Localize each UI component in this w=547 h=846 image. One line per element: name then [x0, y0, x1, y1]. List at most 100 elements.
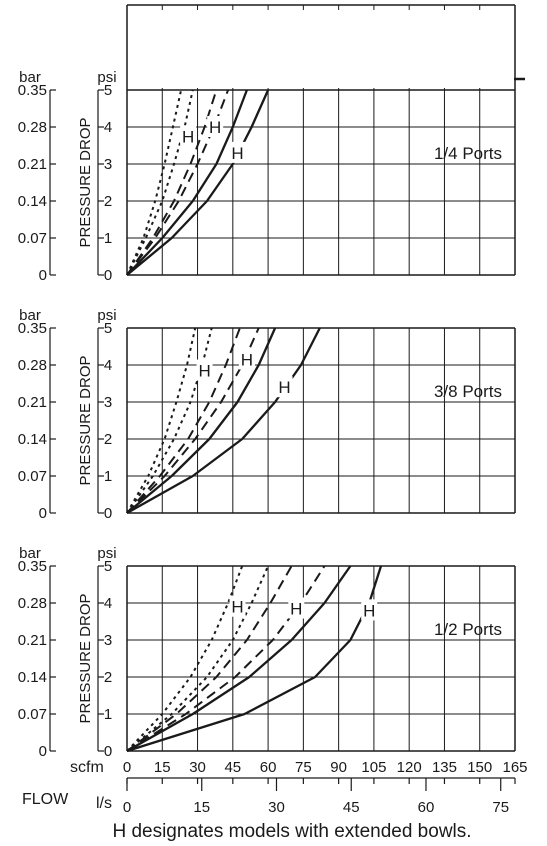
legend-box	[128, 10, 514, 88]
h-marker-background	[207, 116, 224, 137]
bar-tick-label: 0.07	[18, 230, 47, 247]
psi-tick-label: 3	[104, 156, 112, 173]
flow-curve	[126, 89, 270, 276]
panel: bar psi 0.35 0.28 0.21 0.14 0.07 0 5 4 3 2 1 0 PRESSUR…	[18, 545, 516, 760]
psi-unit-label: psi	[97, 307, 116, 324]
psi-tick-label: 3	[104, 394, 112, 411]
bar-tick-label: 0.28	[18, 595, 47, 612]
scfm-tick-label: 75	[295, 759, 312, 776]
h-marker: H	[182, 127, 194, 146]
flow-curve	[126, 327, 277, 514]
panel: bar psi 0.35 0.28 0.21 0.14 0.07 0 5 4 3 2 1 0 PRESSUR…	[18, 4, 516, 284]
psi-tick-label: 5	[104, 320, 112, 337]
psi-tick-label: 3	[104, 632, 112, 649]
bar-unit-label: bar	[19, 545, 41, 562]
h-marker-background	[180, 125, 197, 147]
psi-unit-label: psi	[97, 545, 116, 562]
h-marker-background	[238, 348, 255, 370]
flow-curve	[126, 565, 326, 752]
psi-tick-label: 5	[104, 558, 112, 575]
h-marker-background	[229, 595, 246, 617]
h-marker-background	[361, 599, 378, 621]
chart-panels: bar psi 0.35 0.28 0.21 0.14 0.07 0 5 4 3 2 1 0 PRESSUR…	[18, 4, 516, 760]
h-marker-background	[229, 141, 246, 163]
scfm-tick-label: 120	[397, 759, 422, 776]
bar-tick-label: 0.14	[18, 431, 47, 448]
psi-tick-label: 4	[104, 119, 112, 136]
bar-tick-label: 0.35	[18, 558, 47, 575]
scfm-tick-label: 105	[361, 759, 386, 776]
port-label: 1/2 Ports	[434, 620, 502, 639]
psi-tick-label: 2	[104, 431, 112, 448]
ls-tick-label: 30	[268, 799, 285, 816]
ls-tick-label: 0	[123, 799, 131, 816]
port-label: 3/8 Ports	[434, 382, 502, 401]
flow-curve	[126, 89, 218, 276]
scfm-unit-label: scfm	[70, 759, 104, 776]
pressure-drop-axis-label: PRESSURE DROP	[77, 593, 94, 723]
h-marker: H	[278, 378, 290, 397]
scfm-tick-label: 90	[330, 759, 347, 776]
bar-tick-label: 0.21	[18, 394, 47, 411]
bar-tick-label: 0.28	[18, 119, 47, 136]
ls-tick-label: 75	[492, 799, 509, 816]
scfm-tick-label: 135	[432, 759, 457, 776]
h-marker: H	[290, 600, 302, 619]
psi-tick-label: 1	[104, 468, 112, 485]
panel: bar psi 0.35 0.28 0.21 0.14 0.07 0 5 4 3 2 1 0 PRESSUR…	[18, 307, 516, 522]
scfm-tick-label: 15	[154, 759, 171, 776]
h-marker: H	[198, 362, 210, 381]
ls-tick-label: 60	[418, 799, 435, 816]
bar-unit-label: bar	[19, 307, 41, 324]
h-marker: H	[363, 601, 375, 620]
psi-tick-label: 2	[104, 669, 112, 686]
h-marker-background	[196, 359, 213, 381]
h-marker-background	[288, 597, 305, 619]
bar-tick-label: 0	[39, 743, 47, 760]
psi-unit-label: psi	[97, 69, 116, 86]
bar-tick-label: 0.07	[18, 468, 47, 485]
flow-label: FLOW	[22, 791, 69, 808]
h-marker: H	[231, 144, 243, 163]
flow-curve	[126, 327, 321, 515]
bar-unit-label: bar	[19, 69, 41, 86]
bar-tick-label: 0	[39, 267, 47, 284]
psi-tick-label: 1	[104, 706, 112, 723]
flow-curve	[126, 327, 241, 514]
psi-tick-label: 0	[104, 267, 112, 284]
flow-curve	[126, 565, 293, 752]
scfm-tick-label: 0	[123, 759, 131, 776]
pressure-drop-axis-label: PRESSURE DROP	[77, 117, 94, 247]
flow-curve	[126, 565, 383, 753]
h-marker-background	[276, 376, 293, 398]
scfm-tick-label: 150	[467, 759, 492, 776]
psi-tick-label: 2	[104, 193, 112, 210]
h-marker: H	[231, 598, 243, 617]
psi-tick-label: 5	[104, 82, 112, 99]
flow-curve	[126, 565, 352, 753]
flow-curve	[126, 565, 244, 752]
scfm-tick-label: 60	[260, 759, 277, 776]
scfm-tick-label: 30	[189, 759, 206, 776]
bar-tick-label: 0.35	[18, 82, 47, 99]
bar-tick-label: 0.14	[18, 193, 47, 210]
scfm-tick-label: 165	[502, 759, 527, 776]
psi-tick-label: 4	[104, 595, 112, 612]
flow-curve	[126, 89, 183, 276]
psi-tick-label: 0	[104, 505, 112, 522]
bar-tick-label: 0.35	[18, 320, 47, 337]
bar-tick-label: 0.14	[18, 669, 47, 686]
flow-curve	[126, 327, 197, 514]
ls-unit-label: l/s	[96, 795, 112, 812]
scfm-tick-label: 45	[224, 759, 241, 776]
bar-tick-label: 0.28	[18, 357, 47, 374]
ls-tick-label: 15	[193, 799, 210, 816]
flow-curve	[126, 89, 248, 276]
psi-tick-label: 4	[104, 357, 112, 374]
flow-curve	[126, 327, 213, 514]
psi-tick-label: 0	[104, 743, 112, 760]
bar-tick-label: 0.21	[18, 632, 47, 649]
h-marker: H	[209, 118, 221, 137]
footnote: H designates models with extended bowls.	[112, 821, 471, 842]
